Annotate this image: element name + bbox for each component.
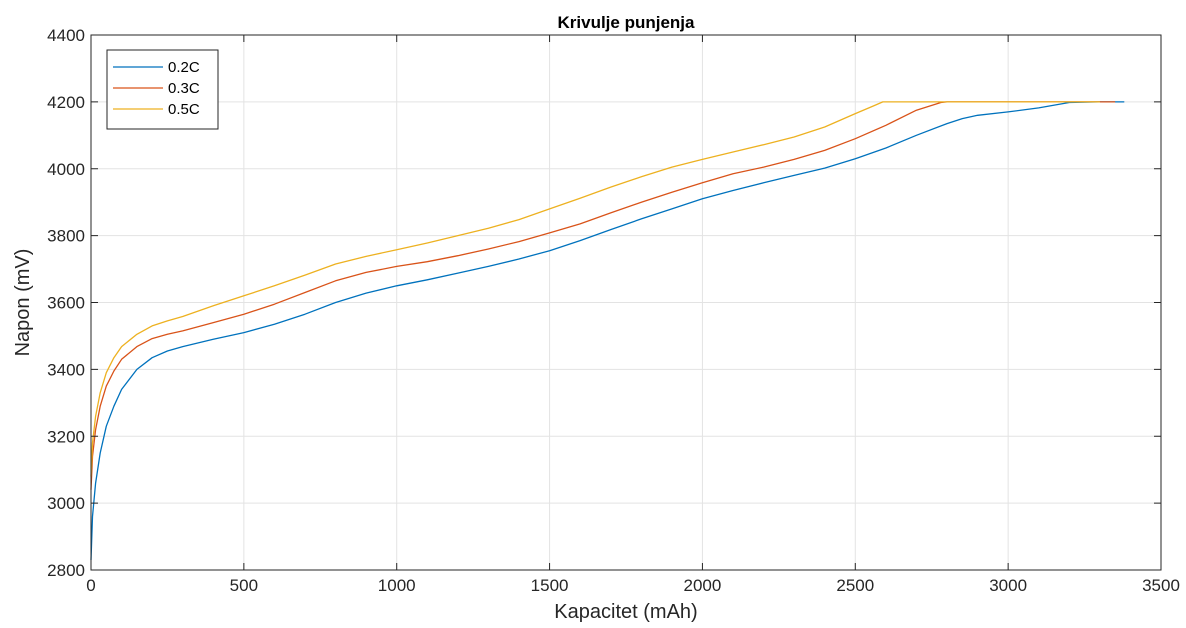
y-tick-label: 4200 xyxy=(47,93,85,112)
y-tick-label: 4400 xyxy=(47,26,85,45)
legend-label: 0.2C xyxy=(168,59,200,76)
x-tick-label: 3500 xyxy=(1142,576,1180,595)
series-line-0.5C xyxy=(90,101,1100,477)
x-tick-label: 3000 xyxy=(989,576,1027,595)
legend: 0.2C 0.3C 0.5C xyxy=(106,49,219,130)
x-tick-label: 500 xyxy=(230,576,258,595)
legend-box xyxy=(106,49,219,130)
series-group xyxy=(90,101,1125,561)
y-tick-label: 3600 xyxy=(47,294,85,313)
y-tick-label: 3000 xyxy=(47,494,85,513)
y-tick-label: 4000 xyxy=(47,160,85,179)
y-tick-label: 2800 xyxy=(47,561,85,580)
series-line-0.2C xyxy=(90,101,1125,561)
x-tick-label: 1500 xyxy=(531,576,569,595)
x-tick-label: 2000 xyxy=(684,576,722,595)
x-tick-label: 0 xyxy=(86,576,95,595)
tick-labels: 0 500 1000 1500 2000 2500 3000 3500 2800 3000 3200… xyxy=(47,26,1180,595)
legend-label: 0.5C xyxy=(168,101,200,118)
ticks xyxy=(90,34,1162,571)
x-tick-label: 1000 xyxy=(378,576,416,595)
x-tick-label: 2500 xyxy=(836,576,874,595)
chart-title: Krivulje punjenja xyxy=(558,13,696,32)
x-axis-label: Kapacitet (mAh) xyxy=(554,601,697,623)
y-tick-label: 3400 xyxy=(47,360,85,379)
y-tick-label: 3200 xyxy=(47,427,85,446)
y-tick-label: 3800 xyxy=(47,227,85,246)
legend-label: 0.3C xyxy=(168,80,200,97)
y-axis-label: Napon (mV) xyxy=(12,249,34,357)
